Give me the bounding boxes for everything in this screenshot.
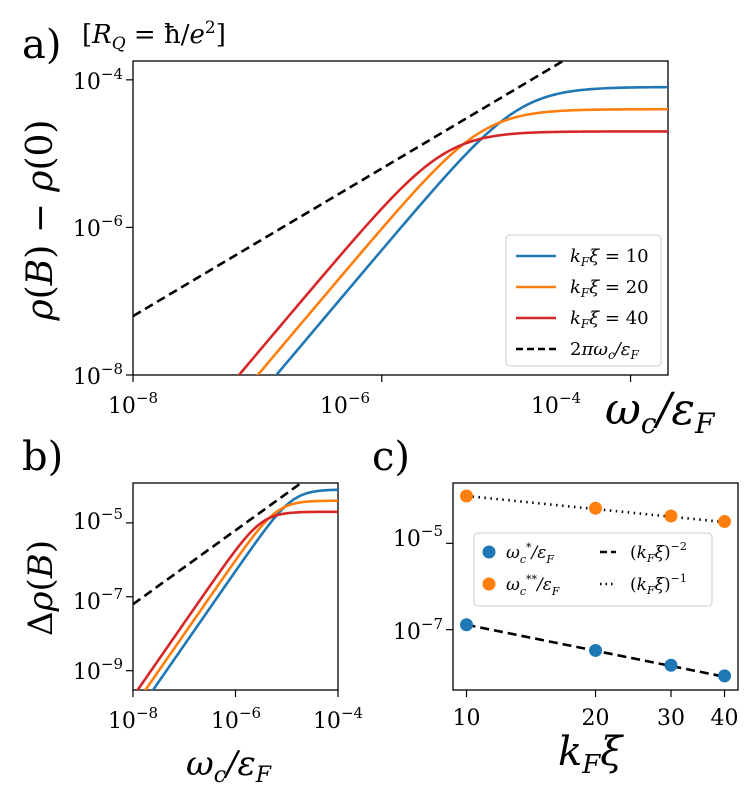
legend-c-label-sq: (kFξ)−2	[630, 540, 687, 565]
scatter-point-0-1	[589, 643, 603, 657]
panel-a-ylabel: ρ(B) − ρ(0)	[20, 120, 61, 322]
scatter-point-0-3	[718, 669, 732, 683]
a-ytick-1e-6: 10−6	[73, 212, 123, 242]
legend-a-box	[505, 234, 662, 367]
a-xtick-1e-4: 10−4	[531, 389, 581, 419]
series-line-2	[136, 510, 338, 690]
scatter-point-0-0	[460, 618, 474, 632]
series-line-3	[133, 61, 566, 318]
c-ytick-1e-7: 10−7	[393, 615, 443, 645]
panel-b-frame	[132, 482, 339, 691]
a-xtick-1e-8: 10−8	[108, 389, 158, 419]
legend-c-marker-star	[482, 545, 496, 559]
panel-b-ylabel: Δρ(B)	[21, 540, 61, 636]
b-ytick-1e-5: 10−5	[73, 505, 123, 535]
fit-line-1	[466, 494, 725, 524]
c-series	[460, 489, 732, 683]
scatter-point-1-3	[718, 515, 732, 529]
panel-a-xlabel: ωc/εF	[605, 384, 716, 440]
scatter-point-1-2	[664, 509, 678, 523]
annotation-rq: [RQ = ħ/e2]	[82, 18, 226, 54]
scatter-point-1-1	[589, 501, 603, 515]
b-ytick-1e-9: 10−9	[73, 655, 123, 685]
panel-a-label: a)	[22, 22, 61, 68]
c-ytick-1e-5: 10−5	[393, 522, 443, 552]
panel-c-label: c)	[372, 434, 410, 480]
b-xtick-1e-4: 10−4	[313, 704, 363, 734]
a-xtick-1e-6: 10−6	[320, 389, 370, 419]
c-xtick-30: 30	[657, 706, 685, 731]
panel-c-xlabel: kFξ	[558, 729, 624, 780]
scatter-point-0-2	[664, 658, 678, 672]
legend-a-label-40: kFξ = 40	[570, 308, 649, 331]
panel-a-legend: kFξ = 10 kFξ = 20 kFξ = 40 2πωc/εF	[505, 234, 662, 367]
scatter-point-1-0	[460, 489, 474, 503]
legend-a-label-10: kFξ = 10	[570, 246, 649, 269]
panel-a-x-tick-labels: 10−8 10−6 10−4	[108, 389, 581, 419]
b-series	[133, 483, 338, 690]
legend-c-box	[473, 532, 713, 607]
panel-b-y-tick-labels: 10−9 10−7 10−5	[73, 505, 123, 685]
c-xtick-10: 10	[453, 706, 481, 731]
panel-b-xlabel: ωc/εF	[186, 744, 272, 788]
b-ytick-1e-7: 10−7	[73, 585, 123, 615]
panel-b-plot	[126, 482, 339, 697]
legend-c-marker-dstar	[482, 577, 496, 591]
a-series	[133, 61, 668, 375]
panel-a-plot	[126, 60, 669, 382]
b-xtick-1e-8: 10−8	[108, 704, 158, 734]
legend-c-label-star: ωc*/εF	[506, 541, 554, 566]
c-xtick-40: 40	[711, 706, 739, 731]
a-ytick-1e-8: 10−8	[73, 360, 123, 390]
panel-b-label: b)	[22, 434, 63, 480]
series-line-3	[133, 483, 304, 606]
panel-b-x-tick-labels: 10−8 10−6 10−4	[108, 704, 363, 734]
series-line-1	[256, 107, 668, 375]
series-line-2	[237, 130, 668, 375]
a-ytick-1e-4: 10−4	[73, 65, 123, 95]
panel-c-x-tick-labels: 10 20 30 40	[453, 706, 739, 731]
series-line-1	[143, 499, 338, 690]
series-line-0	[274, 85, 668, 375]
legend-c-label-dstar: ωc**/εF	[506, 573, 560, 598]
c-xtick-20: 20	[582, 706, 610, 731]
legend-a-label-linear: 2πωc/εF	[570, 339, 639, 362]
panel-a-y-tick-labels: 10−8 10−6 10−4	[73, 65, 123, 390]
series-line-0	[151, 488, 338, 690]
panel-a-frame	[132, 60, 669, 376]
legend-a-label-20: kFξ = 20	[570, 277, 649, 300]
panel-c-legend: ωc*/εF (kFξ)−2 ωc**/εF (kFξ)−1	[473, 532, 713, 607]
b-xtick-1e-6: 10−6	[211, 704, 261, 734]
panel-c-plot	[446, 482, 739, 697]
panel-c-y-tick-labels: 10−7 10−5	[393, 522, 443, 645]
